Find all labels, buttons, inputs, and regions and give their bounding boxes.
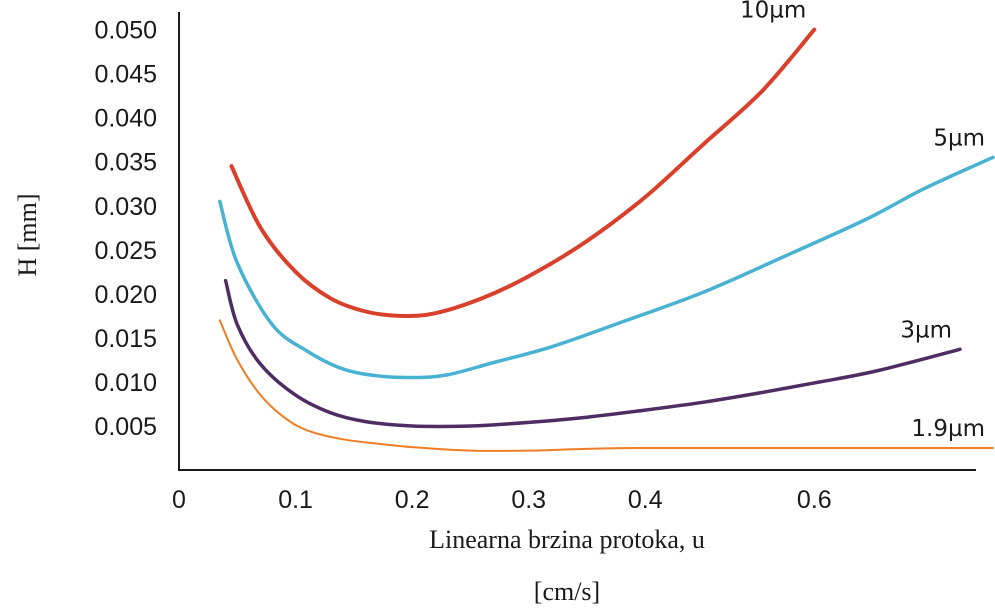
series-line xyxy=(218,319,994,452)
x-tick-label: 0.4 xyxy=(628,486,663,514)
series-line xyxy=(229,27,817,319)
y-tick-label: 0.045 xyxy=(94,61,157,89)
y-tick-label: 0.015 xyxy=(94,325,157,353)
y-tick-label: 0.005 xyxy=(94,413,157,441)
series-label: 5µm xyxy=(933,125,985,151)
x-tick-label: 0.6 xyxy=(797,486,832,514)
series-line xyxy=(223,278,962,429)
x-axis-title: Linearna brzina protoka, u xyxy=(429,525,705,554)
x-axis-unit: [cm/s] xyxy=(534,577,600,606)
y-tick-label: 0.020 xyxy=(94,281,157,309)
y-axis-title-group: H [mm] xyxy=(13,193,42,276)
series-labels: 10µm 5µm 3µm 1.9µm xyxy=(740,0,985,442)
x-tick-labels: 0 0.1 0.2 0.3 0.4 0.6 xyxy=(172,486,832,514)
y-tick-label: 0.035 xyxy=(94,149,157,177)
y-tick-label: 0.025 xyxy=(94,237,157,265)
x-tick-label: 0.1 xyxy=(278,486,313,514)
y-tick-label: 0.050 xyxy=(94,17,157,45)
series-line xyxy=(218,155,995,380)
series-label: 3µm xyxy=(900,317,952,343)
y-tick-label: 0.030 xyxy=(94,193,157,221)
x-tick-label: 0.2 xyxy=(395,486,430,514)
y-tick-label: 0.040 xyxy=(94,105,157,133)
series-label: 10µm xyxy=(740,0,806,24)
x-tick-label: 0 xyxy=(172,486,186,514)
y-tick-label: 0.010 xyxy=(94,369,157,397)
y-axis-title: H [mm] xyxy=(13,193,42,276)
x-tick-label: 0.3 xyxy=(511,486,546,514)
series-label: 1.9µm xyxy=(911,416,985,442)
series-lines xyxy=(218,27,995,452)
y-tick-labels: 0.005 0.010 0.015 0.020 0.025 0.030 0.035 0.040… xyxy=(94,17,157,441)
